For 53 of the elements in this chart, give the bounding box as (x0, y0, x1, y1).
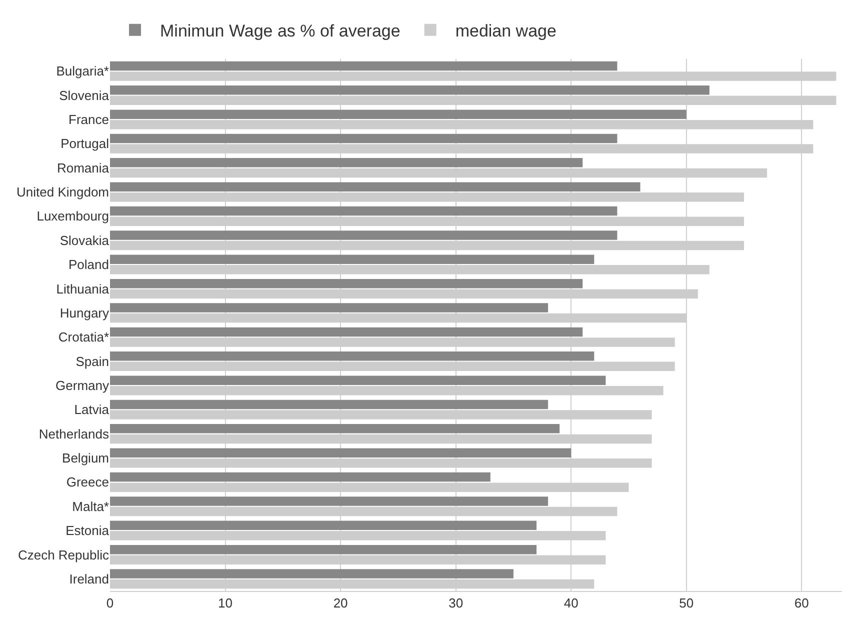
y-tick-label: Greece (66, 474, 109, 490)
y-tick-label: Lithuania (56, 281, 110, 296)
y-tick-label: Belgium (62, 450, 109, 466)
bar (110, 569, 514, 578)
bar (110, 158, 583, 168)
bar (110, 472, 490, 482)
y-tick-label: Luxembourg (36, 208, 109, 224)
bar (110, 61, 618, 71)
y-tick-label: Portugal (60, 136, 110, 152)
bar (110, 448, 572, 458)
bar (110, 182, 640, 192)
bar (110, 352, 594, 361)
y-tick-label: Hungary (60, 305, 110, 320)
y-tick-label: Crotatia* (58, 330, 109, 345)
bar (110, 278, 583, 288)
bar (110, 86, 710, 95)
y-tick-label: Slovenia (59, 88, 110, 103)
x-tick-label: 40 (564, 596, 578, 611)
bar (110, 206, 618, 216)
bar (110, 254, 594, 264)
y-tick-label: Netherlands (38, 426, 110, 442)
bar (110, 230, 618, 240)
x-tick-label: 60 (794, 596, 809, 611)
legend-label: median wage (455, 22, 556, 41)
bar (110, 376, 606, 385)
y-tick-label: Ireland (69, 571, 109, 586)
y-tick-label: Slovakia (60, 232, 110, 248)
y-tick-label: Latvia (74, 402, 110, 418)
bar (110, 496, 548, 506)
y-tick-label: Malta* (72, 498, 109, 514)
bar (110, 400, 548, 410)
y-tick-label: Bulgaria* (56, 64, 109, 79)
y-tick-label: Germany (56, 378, 110, 393)
bar (110, 110, 686, 119)
bar (110, 303, 548, 312)
legend-label: Minimun Wage as % of average (160, 22, 400, 41)
bar (110, 424, 560, 434)
y-tick-label: Poland (68, 257, 109, 272)
y-tick-label: United Kingdom (16, 184, 109, 200)
y-tick-label: Czech Republic (18, 547, 110, 562)
bar (110, 327, 583, 337)
x-tick-label: 30 (448, 596, 464, 611)
x-tick-label: 10 (218, 596, 233, 611)
x-tick-label: 50 (679, 596, 694, 611)
bar (110, 520, 537, 530)
y-tick-label: Romania (56, 160, 110, 176)
x-tick-label: 20 (333, 596, 348, 611)
x-tick-label: 0 (106, 596, 114, 611)
y-tick-label: Estonia (66, 523, 110, 538)
y-tick-label: Spain (76, 354, 109, 369)
bar (110, 544, 537, 554)
y-tick-label: France (68, 112, 109, 127)
bar (110, 134, 618, 144)
